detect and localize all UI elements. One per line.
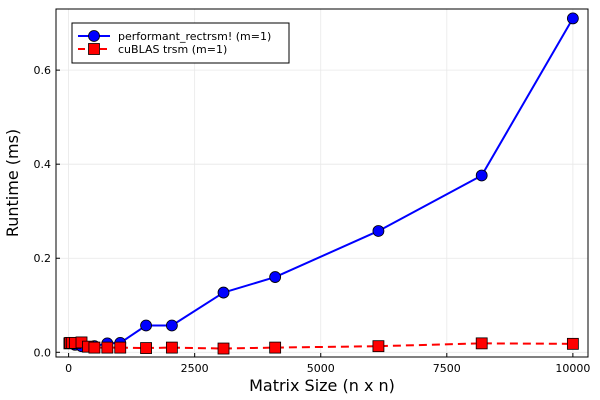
axis-ticks: 0 2500 5000 7500 10000 0.0 0.2 0.4 0.6: [34, 64, 591, 375]
x-tick-label-3: 7500: [433, 362, 461, 375]
x-tick-label-0: 0: [65, 362, 72, 375]
series-2-point-8: [114, 341, 127, 354]
y-tick-label-0: 0.0: [34, 346, 52, 359]
x-tick-label-4: 10000: [555, 362, 590, 375]
series-2-point-10: [165, 341, 178, 354]
series-1-point-8: [140, 319, 152, 332]
series-1-point-14: [566, 12, 579, 25]
series-2-point-11: [217, 342, 230, 355]
series-2-point-6: [88, 341, 101, 354]
y-axis-label: Runtime (ms): [3, 129, 22, 237]
plot-frame: [55, 8, 589, 358]
series-1-point-9: [165, 319, 178, 332]
legend-entry-series-2: cuBLAS trsm (m=1): [118, 43, 227, 56]
series-2-point-14: [475, 337, 488, 350]
series-2-point-7: [101, 341, 114, 354]
legend: performant_rectrsm! (m=1) cuBLAS trsm (m…: [71, 22, 290, 64]
series-1-line: [69, 17, 574, 348]
series-layer: [63, 12, 579, 355]
series-2-point-15: [566, 337, 579, 350]
series-1: [63, 12, 579, 353]
series-1-point-11: [269, 271, 282, 283]
y-tick-label-3: 0.6: [34, 64, 52, 77]
legend-entry-series-1: performant_rectrsm! (m=1): [118, 30, 271, 43]
legend-box: [71, 22, 290, 64]
legend-marker-series-2: [88, 43, 100, 55]
series-1-point-13: [475, 169, 488, 182]
series-2: [63, 336, 579, 355]
series-2-point-13: [372, 340, 385, 353]
x-axis-label: Matrix Size (n x n): [249, 376, 395, 395]
series-1-point-10: [217, 286, 230, 299]
series-2-point-9: [140, 342, 152, 354]
series-2-point-12: [269, 341, 282, 354]
y-tick-label-1: 0.2: [34, 252, 52, 265]
x-tick-label-2: 5000: [307, 362, 335, 375]
y-tick-label-2: 0.4: [34, 158, 52, 171]
series-1-point-12: [372, 225, 385, 237]
x-tick-label-1: 2500: [181, 362, 209, 375]
legend-marker-series-1: [88, 30, 100, 42]
